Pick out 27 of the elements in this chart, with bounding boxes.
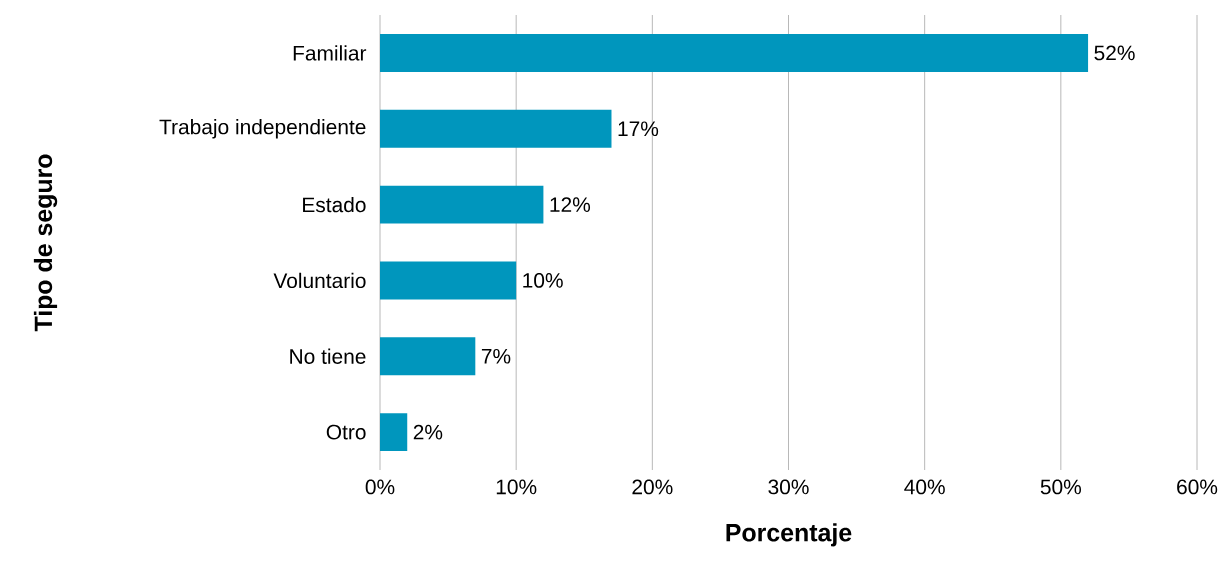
x-tick-label: 60% [1177, 479, 1218, 495]
x-tick-label: 50% [1040, 479, 1082, 495]
y-tick-label: Voluntario [273, 272, 366, 289]
y-axis-title: Tipo de seguro [33, 154, 58, 332]
data-label: 12% [550, 197, 591, 212]
x-axis-title: Porcentaje [726, 523, 852, 547]
y-tick-label: Familiar [293, 45, 367, 61]
x-tick-label: 30% [768, 479, 809, 495]
y-tick-label: Otro [326, 424, 366, 440]
x-tick-label: 20% [632, 479, 673, 495]
y-tick-label: Trabajo independiente [159, 119, 366, 139]
y-tick-label: Estado [303, 196, 366, 213]
bar [380, 337, 476, 376]
x-tick-label: 0% [365, 479, 395, 495]
bar [380, 413, 408, 452]
x-tick-label: 40% [904, 479, 945, 495]
bar [380, 261, 517, 300]
data-label: 7% [481, 348, 511, 364]
data-label: 17% [618, 121, 659, 137]
bar [380, 33, 1089, 72]
bar [380, 109, 612, 148]
bar [380, 185, 544, 224]
data-label: 2% [413, 424, 443, 440]
x-tick-label: 10% [496, 479, 537, 495]
data-label: 10% [523, 273, 563, 288]
y-tick-label: No tiene [290, 348, 366, 364]
data-label: 52% [1094, 45, 1135, 61]
